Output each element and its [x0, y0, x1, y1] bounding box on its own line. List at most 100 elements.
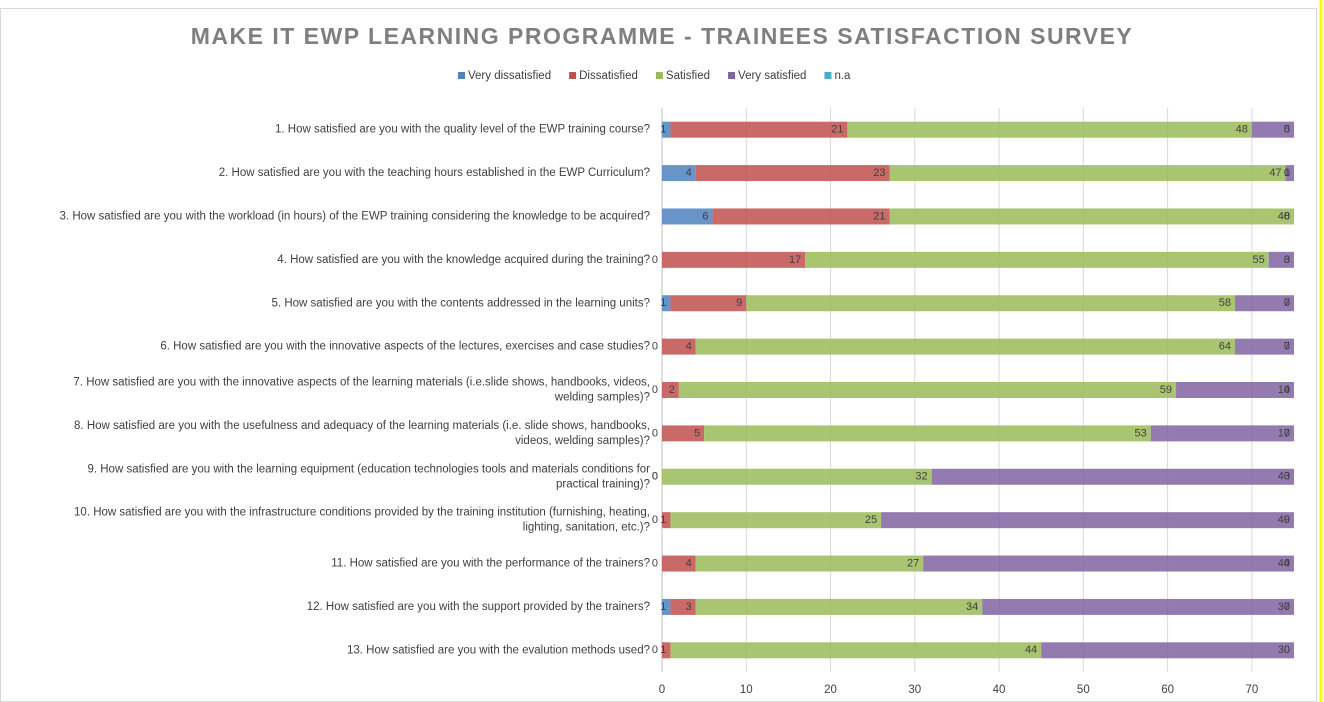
legend-label: Very satisfied: [738, 70, 806, 82]
data-label: 21: [873, 210, 885, 222]
data-label: 0: [1284, 167, 1290, 179]
bar-segment: [1150, 425, 1294, 442]
bar-segment: [662, 338, 696, 355]
bar-segment: [746, 295, 1236, 312]
data-label: 9: [736, 297, 742, 309]
data-label: 0: [652, 254, 658, 266]
bar-segment: [670, 295, 747, 312]
data-label: 58: [1219, 297, 1231, 309]
bar-segment: [662, 121, 671, 138]
data-label: 5: [1284, 124, 1290, 136]
bar-segment: [662, 382, 679, 398]
data-label: 0: [1284, 254, 1290, 266]
data-label: 23: [873, 167, 885, 179]
bar-segment: [662, 165, 696, 182]
legend-label: Satisfied: [666, 70, 710, 82]
y-tick-label: 5. How satisfied are you with the conten…: [272, 297, 650, 309]
bar-segment: [1235, 338, 1294, 355]
data-label: 47: [1269, 167, 1281, 179]
x-tick-label: 60: [1161, 684, 1174, 696]
data-label: 2: [669, 384, 675, 396]
bar-segment: [662, 295, 671, 312]
legend-label: Very dissatisfied: [468, 70, 551, 82]
legend-label: n.a: [834, 70, 851, 82]
data-label: 17: [789, 254, 801, 266]
bar-segment: [1176, 382, 1294, 398]
data-label: 48: [1236, 124, 1248, 136]
data-label: 21: [831, 124, 843, 136]
y-tick-label: 13. How satisfied are you with the evalu…: [347, 644, 650, 656]
bar-segment: [1235, 295, 1294, 312]
legend-label: Dissatisfied: [579, 70, 638, 82]
data-label: 49: [1278, 514, 1290, 526]
data-label: 0: [652, 557, 658, 569]
data-label: 1: [660, 514, 666, 526]
x-tick-label: 10: [740, 684, 753, 696]
chart-title: MAKE IT EWP LEARNING PROGRAMME - TRAINEE…: [191, 23, 1134, 49]
bar-segment: [889, 208, 1294, 225]
bars: [662, 121, 1294, 659]
bar-segment: [662, 598, 671, 615]
y-tick-label: 9. How satisfied are you with the learni…: [87, 463, 650, 490]
bar-segment: [982, 598, 1294, 615]
data-label: 0: [1284, 514, 1290, 526]
data-label: 5: [694, 427, 700, 439]
bar-segment: [1285, 165, 1294, 182]
data-label: 17: [1278, 427, 1290, 439]
bar-segment: [662, 208, 713, 225]
data-label: 25: [865, 514, 877, 526]
data-label: 0: [1284, 644, 1290, 656]
data-label: 1: [660, 297, 666, 309]
data-label: 0: [1284, 471, 1290, 483]
chart-frame: [0, 8, 1317, 702]
data-label: 0: [652, 514, 658, 526]
y-tick-label: 1. How satisfied are you with the qualit…: [275, 124, 650, 136]
data-label: 4: [686, 341, 692, 353]
data-label: 7: [1284, 297, 1290, 309]
bar-segment: [704, 425, 1151, 442]
bar-segment: [695, 338, 1236, 355]
data-label: 59: [1160, 384, 1172, 396]
bar-segment: [695, 555, 924, 572]
data-label: 34: [966, 601, 978, 613]
bar-segment: [889, 165, 1286, 182]
data-label: 0: [1284, 557, 1290, 569]
data-label: 0: [1284, 210, 1290, 222]
y-tick-label: 10. How satisfied are you with the infra…: [74, 507, 650, 534]
bar-segment: [1268, 251, 1294, 268]
data-label: 1: [660, 124, 666, 136]
data-label: 1: [660, 601, 666, 613]
y-tick-label: 3. How satisfied are you with the worklo…: [60, 210, 650, 222]
bar-segment: [695, 165, 890, 182]
data-label: 1: [1284, 167, 1290, 179]
bar-segment: [662, 555, 696, 572]
bar-segment: [662, 251, 806, 268]
data-label: 0: [652, 471, 658, 483]
bar-segment: [712, 208, 890, 225]
bar-segment: [678, 382, 1177, 398]
bar-segment: [670, 512, 882, 529]
bar-segment: [662, 425, 705, 442]
data-label: 3: [1284, 254, 1290, 266]
data-label: 27: [907, 557, 919, 569]
data-label: 0: [1284, 384, 1290, 396]
data-label: 14: [1278, 384, 1290, 396]
data-label: 4: [686, 167, 692, 179]
bar-segment: [923, 555, 1294, 572]
bar-segment: [847, 121, 1252, 138]
y-tick-label: 11. How satisfied are you with the perfo…: [331, 558, 650, 570]
data-label: 0: [652, 471, 658, 483]
data-label: 3: [686, 601, 692, 613]
data-label: 0: [1284, 210, 1290, 222]
x-tick-label: 50: [1077, 684, 1090, 696]
bar-segment: [670, 598, 696, 615]
data-label: 37: [1278, 601, 1290, 613]
data-label: 55: [1252, 254, 1264, 266]
data-label: 0: [1284, 124, 1290, 136]
data-label: 53: [1134, 427, 1146, 439]
x-tick-label: 20: [824, 684, 837, 696]
data-label: 32: [915, 471, 927, 483]
y-tick-label: 2. How satisfied are you with the teachi…: [219, 167, 650, 179]
data-label: 0: [1284, 427, 1290, 439]
